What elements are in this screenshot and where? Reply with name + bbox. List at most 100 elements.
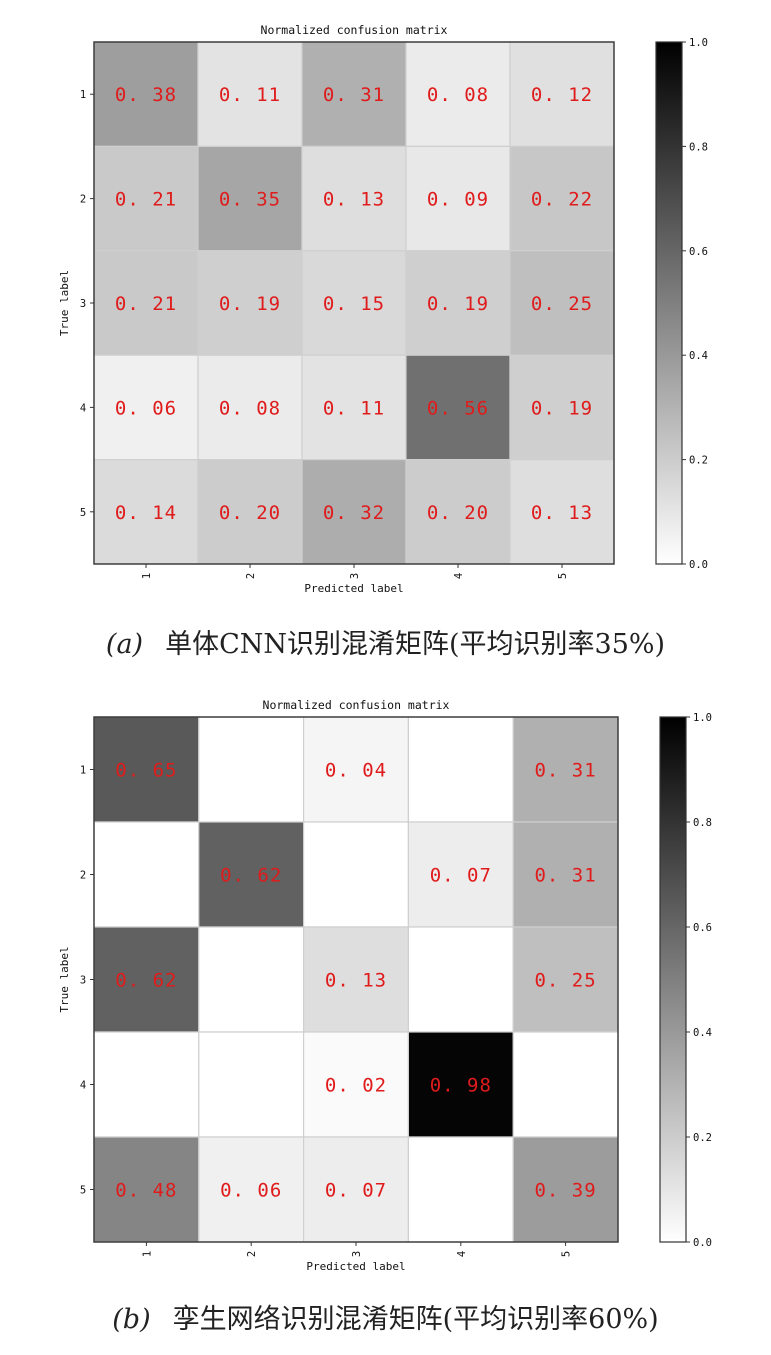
figure-caption-a: (a) 单体CNN识别混淆矩阵(平均识别率35%) <box>0 622 771 661</box>
y-axis-label: True label <box>58 270 71 336</box>
colorbar-tick-label: 0.0 <box>689 559 708 571</box>
colorbar-tick-label: 0.8 <box>689 141 708 153</box>
matrix-cell <box>198 1136 305 1243</box>
x-tick-label: 2 <box>246 1251 258 1257</box>
y-tick-label: 5 <box>80 507 86 519</box>
cell-value-label: 0. 31 <box>323 84 385 106</box>
y-tick-label: 2 <box>80 870 86 882</box>
matrix-cell <box>93 821 200 928</box>
y-tick-label: 1 <box>80 765 86 777</box>
matrix-cell <box>303 1031 410 1138</box>
matrix-cell <box>509 354 615 461</box>
cell-value-label: 0. 62 <box>115 970 177 992</box>
y-tick-label: 5 <box>80 1185 86 1197</box>
matrix-cell <box>93 41 199 148</box>
x-tick-label: 3 <box>351 1251 363 1257</box>
figure-caption-b: (b) 孪生网络识别混淆矩阵(平均识别率60%) <box>0 1297 771 1336</box>
caption-text-a: 单体CNN识别混淆矩阵(平均识别率35%) <box>165 629 666 660</box>
cell-value-label: 0. 56 <box>427 397 489 419</box>
cell-value-label: 0. 19 <box>219 293 281 315</box>
cell-value-label: 0. 35 <box>219 189 281 211</box>
matrix-cell <box>93 145 199 252</box>
cell-value-label: 0. 98 <box>430 1075 492 1097</box>
cell-value-label: 0. 11 <box>219 84 281 106</box>
y-tick-label: 3 <box>80 975 86 987</box>
cell-value-label: 0. 48 <box>115 1180 177 1202</box>
matrix-cell <box>197 41 303 148</box>
matrix-cell <box>512 821 619 928</box>
cell-value-label: 0. 62 <box>220 865 282 887</box>
matrix-cell <box>198 1031 305 1138</box>
cell-value-label: 0. 07 <box>430 865 492 887</box>
cell-value-label: 0. 13 <box>323 189 385 211</box>
cell-value-label: 0. 12 <box>531 84 593 106</box>
cell-value-label: 0. 11 <box>323 397 385 419</box>
matrix-cell <box>197 250 303 356</box>
matrix-cell <box>198 716 305 823</box>
colorbar-tick-label: 0.6 <box>689 246 708 258</box>
caption-text-b: 孪生网络识别混淆矩阵(平均识别率60%) <box>172 1304 659 1335</box>
colorbar-tick-label: 0.8 <box>693 817 712 829</box>
matrix-cell <box>405 354 511 461</box>
confusion-matrix-figure-a: Normalized confusion matrix 0. 38 0. 11 0. … <box>0 23 771 661</box>
x-tick-label: 1 <box>141 1251 153 1257</box>
x-tick-label: 3 <box>349 573 361 579</box>
cell-value-label: 0. 21 <box>115 293 177 315</box>
cell-value-label: 0. 31 <box>534 760 596 782</box>
x-axis-label: Predicted label <box>304 582 403 595</box>
cell-value-label: 0. 20 <box>427 502 489 524</box>
cell-value-label: 0. 39 <box>534 1180 596 1202</box>
matrix-cell <box>407 1031 514 1138</box>
cell-value-label: 0. 08 <box>219 397 281 419</box>
y-tick-label: 2 <box>80 194 86 206</box>
matrix-cell <box>301 250 407 356</box>
cell-value-label: 0. 38 <box>115 84 177 106</box>
matrix-cell <box>197 459 303 565</box>
chart-title: Normalized confusion matrix <box>263 698 450 712</box>
y-tick-label: 1 <box>80 89 86 101</box>
cell-value-label: 0. 14 <box>115 502 177 524</box>
matrix-cell <box>405 41 511 148</box>
x-tick-label: 4 <box>456 1251 468 1257</box>
colorbar-tick-label: 0.4 <box>689 350 708 362</box>
cell-value-label: 0. 07 <box>325 1180 387 1202</box>
colorbar <box>659 716 687 1243</box>
matrix-cell <box>93 459 199 565</box>
colorbar-tick-label: 1.0 <box>693 712 712 724</box>
cell-value-label: 0. 25 <box>534 970 596 992</box>
matrix-cell <box>93 1031 200 1138</box>
x-tick-label: 2 <box>245 573 257 579</box>
matrix-cell <box>93 926 200 1033</box>
matrix-cell <box>407 926 514 1033</box>
matrix-cell <box>303 926 410 1033</box>
cell-value-label: 0. 13 <box>531 502 593 524</box>
matrix-cell <box>407 1136 514 1243</box>
matrix-cell <box>509 459 615 565</box>
cell-value-label: 0. 15 <box>323 293 385 315</box>
cell-value-label: 0. 09 <box>427 189 489 211</box>
cell-value-label: 0. 25 <box>531 293 593 315</box>
x-tick-label: 4 <box>453 573 465 579</box>
y-tick-label: 4 <box>80 1080 86 1092</box>
cell-value-label: 0. 65 <box>115 760 177 782</box>
matrix-cell <box>301 145 407 252</box>
x-axis-label: Predicted label <box>306 1260 405 1273</box>
caption-tag-a: (a) <box>105 629 144 660</box>
cell-value-label: 0. 21 <box>115 189 177 211</box>
cell-value-label: 0. 19 <box>427 293 489 315</box>
y-axis-label: True label <box>58 946 71 1012</box>
cell-value-label: 0. 22 <box>531 189 593 211</box>
matrix-cell <box>303 821 410 928</box>
cell-value-label: 0. 02 <box>325 1075 387 1097</box>
colorbar-tick-label: 0.0 <box>693 1237 712 1249</box>
matrix-cell <box>303 1136 410 1243</box>
cell-value-label: 0. 19 <box>531 397 593 419</box>
x-tick-label: 5 <box>561 1251 573 1257</box>
cell-value-label: 0. 31 <box>534 865 596 887</box>
cell-value-label: 0. 04 <box>325 760 387 782</box>
x-tick-label: 1 <box>141 573 153 579</box>
cell-value-label: 0. 20 <box>219 502 281 524</box>
cell-value-label: 0. 32 <box>323 502 385 524</box>
cell-value-label: 0. 06 <box>220 1180 282 1202</box>
colorbar-tick-label: 0.2 <box>689 455 708 467</box>
